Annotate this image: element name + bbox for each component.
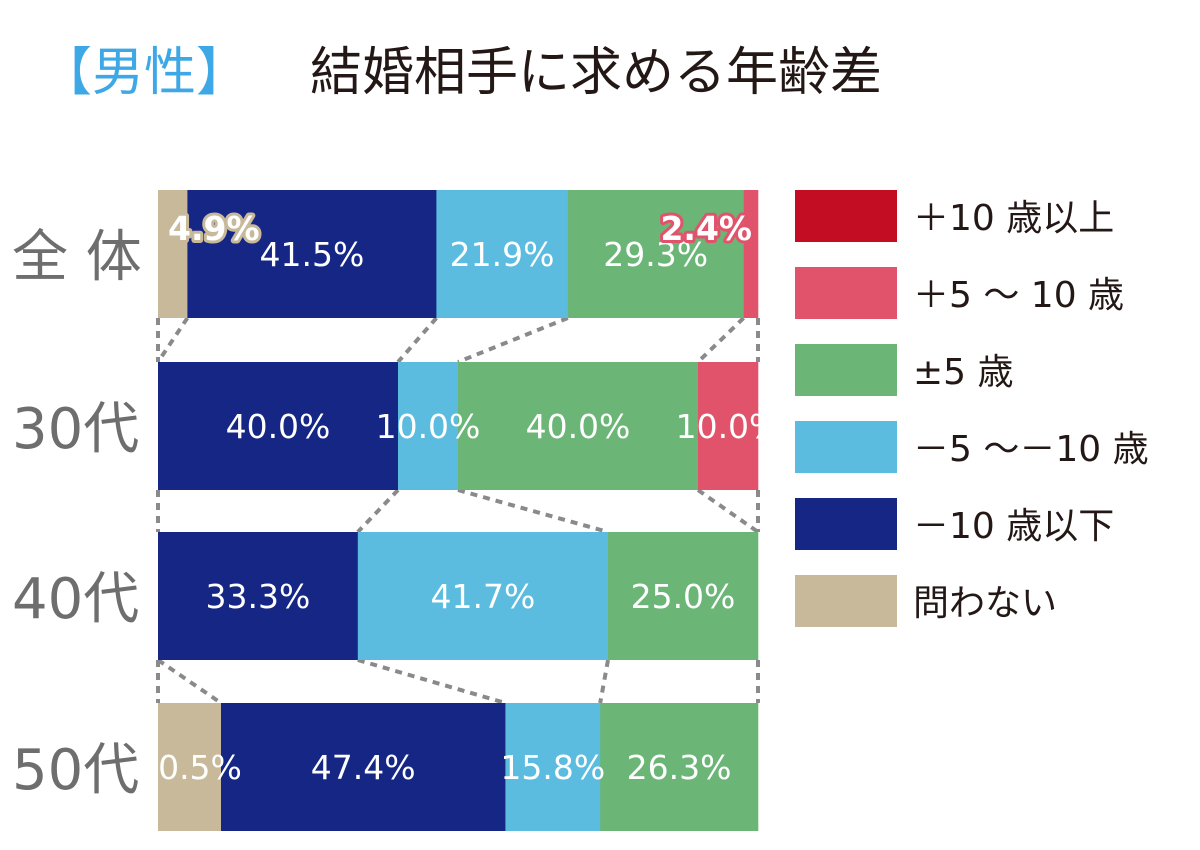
data-label: 47.4% — [311, 748, 416, 787]
data-label: 40.0% — [526, 407, 631, 446]
bars — [158, 190, 759, 831]
data-label: 41.5% — [259, 235, 364, 274]
bar-segment — [158, 362, 399, 490]
data-label: 10.0% — [676, 407, 781, 446]
category-labels: 全 体 30代 40代 50代 — [12, 225, 142, 803]
data-label: 41.7% — [430, 577, 535, 616]
connector-line — [356, 488, 400, 534]
data-label: 10.5% — [137, 748, 242, 787]
bar-segment — [505, 703, 601, 831]
data-label: 2.4% — [660, 209, 752, 248]
category-label: 30代 — [12, 397, 139, 462]
legend-label: ±5 歳 — [913, 352, 1014, 393]
bar-segment — [357, 532, 609, 660]
legend-swatch — [795, 421, 897, 473]
legend-label: ＋5 ～ 10 歳 — [913, 275, 1124, 316]
category-label: 全 体 — [12, 225, 142, 290]
connector-line — [696, 488, 760, 534]
data-label: 26.3% — [627, 748, 732, 787]
data-label: 10.0% — [376, 407, 481, 446]
bar-segment — [698, 362, 759, 490]
legend-label: －10 歳以下 — [913, 506, 1114, 547]
connector-line — [598, 659, 610, 704]
legend-label: －5 ～－10 歳 — [913, 429, 1149, 470]
data-label: 40.0% — [226, 407, 331, 446]
bar-segment — [158, 703, 222, 831]
legend-swatch — [795, 267, 897, 319]
data-label: 29.3% — [603, 235, 708, 274]
legend-swatch — [795, 344, 897, 396]
data-label: 21.9% — [450, 235, 555, 274]
connector-line — [457, 488, 609, 534]
connector-lines — [156, 316, 760, 705]
connector-line — [357, 658, 506, 705]
legend-swatch — [795, 190, 897, 242]
bar-segment — [436, 190, 569, 318]
bar-segment — [221, 703, 506, 831]
data-label: 25.0% — [631, 577, 736, 616]
gender-tag: 【男性】 — [40, 43, 249, 103]
data-label: 33.3% — [205, 577, 310, 616]
connector-line — [156, 658, 223, 705]
connector-line — [457, 316, 569, 364]
bar-segment — [600, 703, 759, 831]
bar-segment — [608, 532, 759, 660]
bar-segment — [458, 362, 699, 490]
legend-swatch — [795, 575, 897, 627]
bar-segment — [158, 532, 359, 660]
data-label: 4.9% — [168, 209, 260, 248]
data-label: 15.8% — [500, 748, 605, 787]
legend-label: 問わない — [913, 583, 1057, 624]
legend-swatch — [795, 498, 897, 550]
connector-line — [156, 316, 190, 364]
connector-line — [396, 316, 438, 364]
bar-segment — [567, 190, 744, 318]
chart-title: 結婚相手に求める年齢差 — [310, 43, 883, 103]
bar-segment — [187, 190, 437, 318]
data-labels: 4.9%41.5% 21.9% 29.3%2.4% 40.0% 10.0% 40.0% 10… — [137, 206, 781, 787]
bar-segment — [743, 190, 759, 318]
category-label: 50代 — [12, 738, 139, 803]
connector-line — [696, 316, 745, 364]
category-label: 40代 — [12, 567, 139, 632]
bar-segment — [398, 362, 459, 490]
bar-segment — [158, 190, 188, 318]
legend-label: ＋10 歳以上 — [913, 198, 1114, 239]
